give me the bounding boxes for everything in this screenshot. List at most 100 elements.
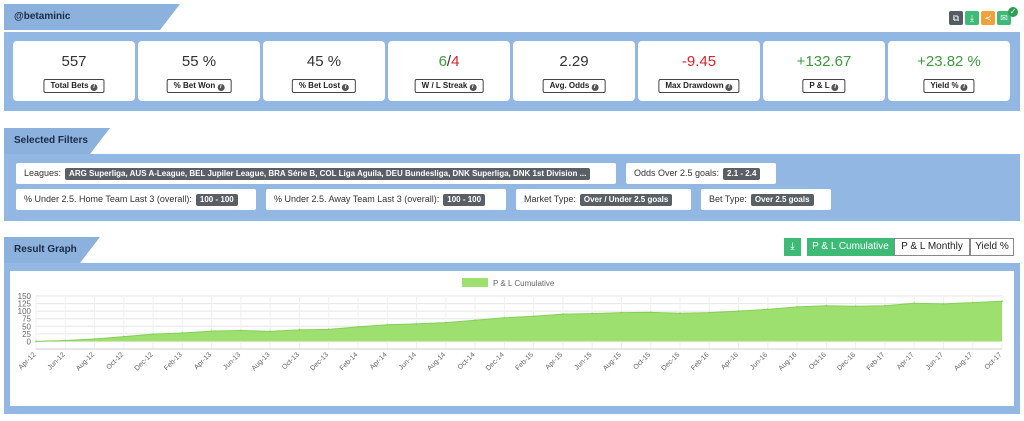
data-point: [474, 319, 476, 322]
x-tick-label: Apr-13: [193, 351, 213, 371]
stat-value: +132.67: [796, 53, 852, 70]
tab-pl-cumulative[interactable]: P & L Cumulative: [807, 238, 894, 256]
x-tick-label: Oct-16: [808, 351, 828, 371]
download-button[interactable]: ⤓: [965, 11, 979, 25]
data-point: [562, 313, 564, 316]
filter-leagues: Leagues: ARG Superliga, AUS A-League, BEL…: [16, 163, 616, 184]
stat-yield: +23.82 % Yield % i: [888, 41, 1010, 101]
filter-label: % Under 2.5. Home Team Last 3 (overall):: [24, 194, 192, 204]
stat-label[interactable]: % Bet Lost i: [291, 79, 357, 93]
tab-yield[interactable]: Yield %: [970, 238, 1014, 256]
download-icon: ⤓: [790, 241, 795, 252]
x-tick-label: Apr-17: [896, 351, 916, 371]
stat-value: 45 %: [306, 53, 342, 70]
page-title-tab: @betaminic #challengebetaminic: [4, 4, 180, 48]
x-tick-label: Apr-14: [369, 351, 389, 371]
legend-label: P & L Cumulative: [493, 279, 555, 288]
x-tick-label: Feb-14: [339, 351, 360, 372]
y-tick-label: 125: [18, 300, 32, 309]
filter-value: Over / Under 2.5 goals: [579, 194, 673, 206]
info-icon: i: [469, 84, 477, 91]
graph-tab: Result Graph: [4, 237, 100, 263]
x-tick-label: Aug-17: [953, 351, 974, 372]
filter-label: Bet Type:: [709, 194, 747, 204]
stat-label[interactable]: Yield % i: [923, 79, 975, 93]
data-point: [64, 339, 67, 342]
filter-bet-type: Bet Type: Over 2.5 goals: [701, 189, 831, 210]
graph-title: Result Graph: [14, 244, 77, 255]
data-point: [181, 332, 184, 334]
copy-button[interactable]: ⧉: [949, 11, 963, 25]
stat-label[interactable]: Avg. Odds i: [542, 79, 606, 93]
data-point: [415, 322, 418, 325]
chart-area: P & L Cumulative 0 25 50 75 100 125 150 Apr-12 Ju…: [10, 271, 1014, 406]
tab-pl-monthly[interactable]: P & L Monthly: [894, 238, 970, 256]
chart-download-button[interactable]: ⤓: [784, 238, 801, 256]
info-icon: i: [960, 84, 968, 91]
x-tick-label: Dec-16: [836, 351, 857, 372]
x-tick-label: Aug-15: [602, 351, 623, 372]
data-point: [210, 330, 213, 333]
download-icon: ⤓: [970, 13, 974, 23]
data-point: [122, 335, 125, 338]
data-point: [796, 306, 798, 308]
data-point: [269, 330, 272, 333]
email-button[interactable]: ✉: [997, 11, 1011, 25]
data-point: [444, 321, 447, 324]
data-point: [620, 311, 623, 314]
x-tick-label: Aug-14: [426, 351, 447, 372]
data-point: [649, 311, 652, 314]
data-point: [298, 329, 301, 331]
x-tick-label: Oct-14: [457, 351, 477, 371]
x-tick-label: Feb-15: [514, 351, 535, 372]
x-tick-label: Jun-16: [749, 351, 769, 371]
info-icon: i: [217, 84, 225, 91]
x-tick-label: Feb-17: [866, 351, 887, 372]
stat-total-bets: 557 Total Bets i: [13, 41, 135, 101]
y-tick-label: 150: [18, 292, 32, 301]
filter-away-team: % Under 2.5. Away Team Last 3 (overall):…: [266, 189, 506, 210]
x-tick-label: Aug-13: [251, 351, 272, 372]
stat-bet-won: 55 % % Bet Won i: [138, 41, 260, 101]
info-icon: i: [725, 84, 733, 91]
stat-label[interactable]: Max Drawdown i: [658, 79, 740, 93]
stat-label[interactable]: % Bet Won i: [166, 79, 232, 93]
x-tick-label: Jun-13: [222, 351, 242, 371]
data-point: [532, 315, 535, 318]
data-point: [737, 310, 740, 313]
data-point: [884, 304, 886, 307]
stat-value: +23.82 %: [917, 53, 981, 70]
x-tick-label: Apr-12: [18, 351, 38, 371]
x-tick-label: Oct-15: [632, 351, 652, 371]
info-icon: i: [342, 84, 350, 91]
y-tick-label: 100: [18, 307, 32, 316]
stat-bet-lost: 45 % % Bet Lost i: [263, 41, 385, 101]
filter-value: 100 - 100: [443, 194, 486, 206]
y-tick-label: 50: [22, 322, 31, 331]
stat-value: 2.29: [559, 53, 589, 70]
copy-icon: ⧉: [952, 13, 960, 23]
data-point: [679, 312, 681, 315]
data-point: [386, 323, 389, 326]
x-tick-label: Dec-12: [134, 351, 155, 372]
x-tick-label: Jun-17: [925, 351, 945, 371]
data-point: [357, 325, 359, 328]
series-area: [36, 301, 1002, 342]
x-tick-label: Dec-15: [660, 351, 681, 372]
filter-odds: Odds Over 2.5 goals: 2.1 - 2.4: [626, 163, 776, 184]
data-point: [503, 316, 506, 319]
stat-value: 55 %: [181, 53, 217, 70]
data-point: [913, 302, 916, 305]
x-tick-label: Jun-14: [398, 351, 418, 371]
stat-label[interactable]: W / L Streak i: [414, 79, 484, 93]
y-tick-label: 75: [22, 315, 31, 324]
share-button[interactable]: ≺: [981, 11, 995, 25]
stat-label[interactable]: Total Bets i: [43, 79, 105, 93]
stat-avg-odds: 2.29 Avg. Odds i: [513, 41, 635, 101]
x-tick-label: Jun-15: [574, 351, 594, 371]
filter-value: 2.1 - 2.4: [723, 168, 761, 180]
x-tick-label: Apr-15: [545, 351, 565, 371]
data-point: [708, 311, 711, 314]
